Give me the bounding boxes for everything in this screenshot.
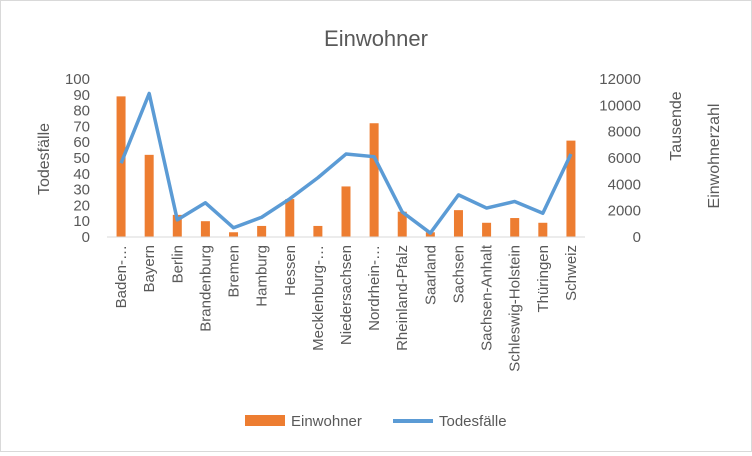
left-tick-label: 40 xyxy=(73,166,90,183)
left-tick-label: 0 xyxy=(82,229,90,246)
category-label: Hessen xyxy=(282,245,299,296)
category-label: Schleswig-Holstein xyxy=(507,245,524,372)
left-tick-label: 10 xyxy=(73,213,90,230)
left-tick-label: 60 xyxy=(73,134,90,151)
right-tick-label: 6000 xyxy=(608,150,641,167)
right-axis-label: Einwohnerzahl xyxy=(706,104,723,209)
left-tick-label: 70 xyxy=(73,118,90,135)
bar xyxy=(510,218,520,237)
legend-swatch-einwohner xyxy=(245,415,285,426)
left-axis-label: Todesfälle xyxy=(36,123,53,195)
category-label: Bayern xyxy=(141,245,158,293)
chart-title: Einwohner xyxy=(324,26,428,51)
right-axis-ticks: 0 2000 4000 6000 8000 10000 12000 xyxy=(599,71,641,246)
right-tick-label: 10000 xyxy=(599,97,641,114)
category-label: Bremen xyxy=(226,245,243,298)
bar xyxy=(453,210,463,237)
bar xyxy=(229,232,239,237)
category-label: Niedersachsen xyxy=(338,245,355,345)
bar xyxy=(172,214,182,237)
category-label: Baden-… xyxy=(113,245,130,308)
category-label: Hamburg xyxy=(254,245,271,307)
left-tick-label: 50 xyxy=(73,150,90,167)
bar xyxy=(257,225,267,237)
bar xyxy=(200,221,210,237)
line-series xyxy=(119,91,573,235)
todesfaelle-line xyxy=(119,91,573,235)
category-label: Rheinland-Pfalz xyxy=(394,245,411,351)
right-axis-units-label: Tausende xyxy=(668,91,685,160)
bar xyxy=(397,211,407,237)
bar xyxy=(482,222,492,237)
category-label: Brandenburg xyxy=(197,245,214,332)
right-tick-label: 8000 xyxy=(608,124,641,141)
bar xyxy=(538,222,548,237)
bar xyxy=(341,186,351,237)
right-tick-label: 4000 xyxy=(608,176,641,193)
category-label: Nordrhein-… xyxy=(366,245,383,331)
category-label: Thüringen xyxy=(535,245,552,313)
category-label: Sachsen xyxy=(450,245,467,303)
category-label: Saarland xyxy=(422,245,439,305)
bar xyxy=(144,154,154,237)
left-tick-label: 30 xyxy=(73,182,90,199)
category-labels: Baden-… Bayern Berlin Brandenburg Bremen Hamb… xyxy=(113,244,580,372)
left-tick-label: 20 xyxy=(73,197,90,214)
category-label: Mecklenburg-… xyxy=(310,245,327,351)
right-tick-label: 2000 xyxy=(608,203,641,220)
category-label: Schweiz xyxy=(563,245,580,301)
bar xyxy=(116,96,126,237)
category-label: Berlin xyxy=(169,245,186,283)
category-label: Sachsen-Anhalt xyxy=(479,244,496,351)
left-tick-label: 80 xyxy=(73,103,90,120)
bar xyxy=(285,199,295,237)
bar xyxy=(313,225,323,237)
legend-label-todesfaelle: Todesfälle xyxy=(439,413,507,430)
left-tick-label: 90 xyxy=(73,87,90,104)
legend: Einwohner Todesfälle xyxy=(245,413,507,430)
bar-series xyxy=(116,96,576,237)
right-tick-label: 0 xyxy=(633,229,641,246)
left-tick-label: 100 xyxy=(65,71,90,88)
right-tick-label: 12000 xyxy=(599,71,641,88)
bar xyxy=(566,140,576,237)
legend-label-einwohner: Einwohner xyxy=(291,413,362,430)
bar xyxy=(369,123,379,237)
